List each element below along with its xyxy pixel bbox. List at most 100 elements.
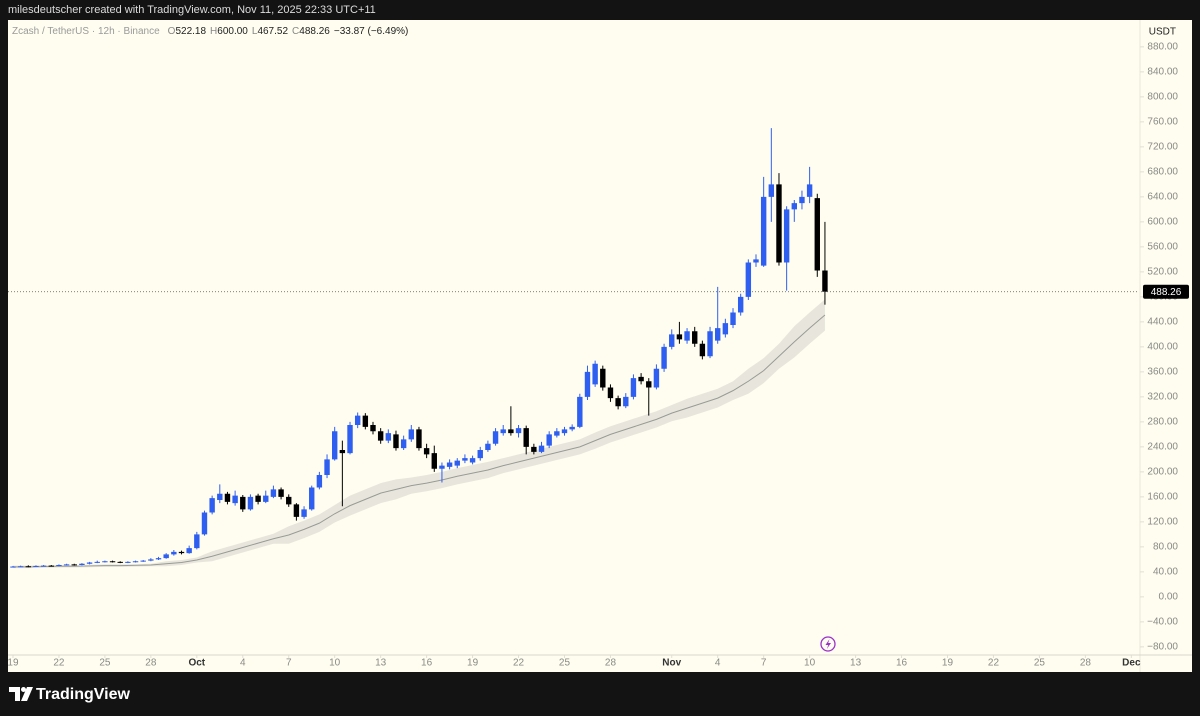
- header-text: milesdeutscher created with TradingView.…: [8, 4, 376, 16]
- legend-label: L: [252, 26, 258, 37]
- candle-body: [370, 425, 376, 432]
- candle-body: [33, 565, 39, 567]
- y-tick-label: 840.00: [1147, 67, 1178, 78]
- candle-body: [500, 429, 506, 434]
- candle-body: [25, 566, 31, 568]
- last-price-box: [1143, 284, 1189, 299]
- change: −33.87 (−6.49%): [334, 26, 409, 37]
- candle-body: [584, 371, 591, 397]
- x-tick-label: 19: [942, 658, 954, 669]
- x-tick-label: 10: [329, 658, 341, 669]
- candle-body: [86, 562, 93, 564]
- candle-body: [692, 331, 698, 344]
- candle-body: [232, 495, 238, 504]
- y-tick-label: 320.00: [1147, 392, 1178, 403]
- candle-body: [408, 429, 414, 440]
- tv-logo: TradingView: [9, 686, 131, 703]
- candle-body: [377, 431, 384, 441]
- candle-body: [745, 262, 752, 297]
- candle-body: [301, 509, 307, 517]
- candle-body: [737, 296, 744, 313]
- y-tick-label: 760.00: [1147, 117, 1178, 128]
- candle-body: [630, 378, 637, 397]
- candle-body: [56, 565, 62, 566]
- candle-body: [217, 493, 223, 500]
- candle-body: [316, 475, 323, 488]
- candle-body: [79, 563, 85, 565]
- candle-body: [171, 551, 177, 555]
- candle-body: [615, 398, 621, 407]
- candle-body: [17, 566, 24, 568]
- legend-value: 600.00: [217, 26, 248, 37]
- candle-body: [385, 433, 392, 441]
- legend-label: C: [292, 26, 299, 37]
- y-tick-label: 240.00: [1147, 442, 1178, 453]
- event-icon[interactable]: [820, 636, 836, 652]
- y-tick-label: 40.00: [1153, 567, 1178, 578]
- candle-body: [561, 429, 568, 434]
- candle-body: [753, 259, 759, 263]
- candle-body: [439, 465, 445, 469]
- x-tick-label: 25: [99, 658, 111, 669]
- candle-body: [209, 498, 215, 513]
- candle-body: [722, 323, 729, 335]
- y-tick-label: −80.00: [1147, 642, 1178, 653]
- y-tick-label: 520.00: [1147, 267, 1178, 278]
- x-tick-label: 22: [53, 658, 65, 669]
- y-tick-label: 440.00: [1147, 317, 1178, 328]
- candle-body: [477, 450, 483, 459]
- candle-body: [431, 453, 437, 469]
- x-tick-label: 19: [467, 658, 479, 669]
- y-tick-label: 360.00: [1147, 367, 1178, 378]
- candle-body: [186, 548, 192, 554]
- candle-body: [339, 450, 346, 454]
- y-tick-label: 720.00: [1147, 142, 1178, 153]
- candle-body: [669, 334, 675, 347]
- candle-body: [63, 564, 70, 566]
- y-tick-label: −40.00: [1147, 617, 1178, 628]
- x-tick-label: 13: [850, 658, 862, 669]
- symbol: Zcash / TetherUS · 12h · Binance: [12, 26, 160, 37]
- candle-body: [255, 495, 261, 502]
- candle-body: [224, 493, 231, 502]
- candle-body: [508, 429, 514, 434]
- candle-body: [132, 561, 139, 563]
- candle-body: [446, 462, 453, 467]
- candle-body: [814, 198, 820, 271]
- candle-body: [699, 343, 706, 357]
- legend-label: O: [168, 26, 176, 37]
- candle-body: [714, 328, 721, 341]
- candle-body: [515, 428, 522, 434]
- candle-body: [71, 564, 77, 566]
- candle-body: [730, 312, 736, 325]
- candle-body: [263, 495, 269, 502]
- candle-body: [240, 496, 246, 510]
- candle-body: [416, 429, 422, 449]
- y-tick-label: 800.00: [1147, 92, 1178, 103]
- x-tick-label: Oct: [188, 658, 205, 669]
- x-tick-label: 4: [240, 658, 246, 669]
- candle-body: [783, 209, 790, 263]
- x-tick-label: 16: [896, 658, 908, 669]
- candle-body: [822, 270, 828, 292]
- candle-body: [600, 368, 606, 388]
- candle-body: [592, 363, 598, 385]
- candle-body: [646, 381, 652, 388]
- chart-area: [8, 20, 1192, 672]
- candle-body: [293, 504, 300, 517]
- y-tick-label: 400.00: [1147, 342, 1178, 353]
- candle-body: [607, 387, 614, 399]
- candle-body: [331, 431, 338, 460]
- x-tick-label: 25: [1034, 658, 1046, 669]
- x-tick-label: Nov: [662, 658, 681, 669]
- candle-body: [194, 534, 200, 549]
- x-tick-label: Dec: [1122, 658, 1141, 669]
- event-bolt[interactable]: [825, 639, 832, 649]
- y-tick-label: 640.00: [1147, 192, 1178, 203]
- logo-dot: [21, 687, 26, 692]
- y-tick-label: 880.00: [1147, 42, 1178, 53]
- legend-label: H: [210, 26, 217, 37]
- candle-body: [531, 446, 537, 452]
- candle-body: [94, 561, 100, 563]
